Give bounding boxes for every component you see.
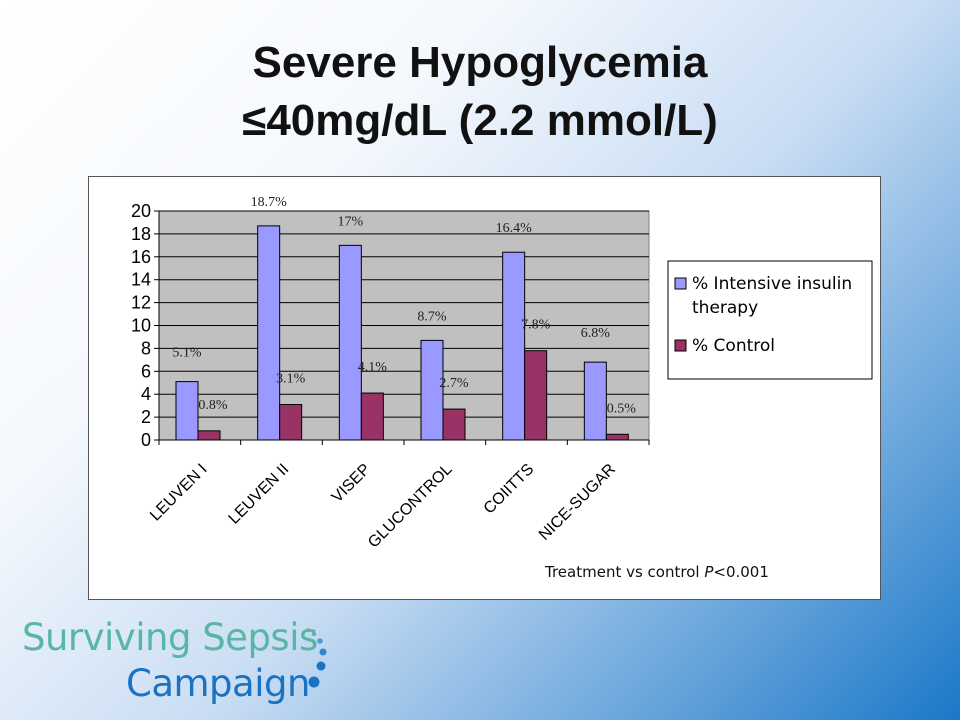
bar-control xyxy=(442,408,466,441)
footnote-p: P xyxy=(704,563,714,581)
category-label: COIITTS xyxy=(481,461,538,518)
category-label: VISEP xyxy=(329,461,374,506)
y-tick-label: 6 xyxy=(141,361,151,381)
bar-control xyxy=(605,433,629,441)
bar-intensive xyxy=(583,361,607,441)
legend-swatch-control xyxy=(674,339,687,352)
legend-label-intensive: % Intensive insulin therapy xyxy=(692,274,852,318)
slide-title: Severe Hypoglycemia ≤40mg/dL (2.2 mmol/L… xyxy=(0,34,960,150)
logo-dots-icon xyxy=(306,628,327,688)
data-label: 6.8% xyxy=(581,326,611,341)
chart-frame: 0 2 4 6 8 10 12 14 16 18 20 5.1% 0.8% LEUVEN I 18.7% 3.… xyxy=(88,176,881,600)
footnote-suffix: <0.001 xyxy=(713,563,769,581)
data-label: 5.1% xyxy=(172,346,202,361)
data-label: 18.7% xyxy=(251,195,288,210)
footnote-prefix: Treatment vs control xyxy=(545,563,705,581)
surviving-sepsis-logo: Surviving Sepsis Campaign xyxy=(22,616,352,716)
y-tick-label: 10 xyxy=(131,316,151,336)
y-tick-label: 16 xyxy=(131,247,151,267)
legend-label-control: % Control xyxy=(692,336,775,356)
data-label: 17% xyxy=(337,214,363,229)
slide-title-line2: ≤40mg/dL (2.2 mmol/L) xyxy=(242,96,718,145)
bar-control xyxy=(524,350,548,441)
data-label: 2.7% xyxy=(439,376,469,391)
data-label: 0.8% xyxy=(198,398,228,413)
y-tick-label: 14 xyxy=(131,270,151,290)
bar-control xyxy=(279,404,303,441)
data-label: 3.1% xyxy=(276,372,306,387)
legend xyxy=(667,260,873,380)
bar-intensive xyxy=(257,225,281,441)
y-tick-label: 4 xyxy=(141,384,151,404)
data-label: 4.1% xyxy=(358,360,388,375)
y-tick-label: 18 xyxy=(131,224,151,244)
data-label: 8.7% xyxy=(417,309,447,324)
logo-text-line2: Campaign xyxy=(126,662,310,705)
logo-text-line1: Surviving Sepsis xyxy=(22,616,318,659)
data-label: 7.8% xyxy=(521,318,551,333)
category-label: LEUVEN II xyxy=(226,461,293,528)
significance-note: Treatment vs control P<0.001 xyxy=(545,563,769,581)
bar-intensive xyxy=(420,339,444,441)
bar-intensive xyxy=(175,381,199,441)
data-label: 0.5% xyxy=(607,401,637,416)
y-tick-label: 0 xyxy=(141,430,151,450)
bar-chart: 0 2 4 6 810 12 14 16 18 20 5.1% 0.8% LEUVEN I 18.7% 3.… xyxy=(131,195,873,552)
y-tick-label: 12 xyxy=(131,293,151,313)
bar-control xyxy=(360,392,384,441)
y-tick-label: 2 xyxy=(141,407,151,427)
bar-intensive xyxy=(502,251,526,441)
bar-intensive xyxy=(338,244,362,441)
y-tick-label: 20 xyxy=(131,201,151,221)
slide-title-line1: Severe Hypoglycemia xyxy=(252,38,708,87)
bar-control xyxy=(197,430,221,441)
data-label: 16.4% xyxy=(496,221,532,236)
category-label: GLUCONTROL xyxy=(365,461,456,552)
category-label: NICE-SUGAR xyxy=(536,461,619,544)
legend-swatch-intensive xyxy=(674,277,687,290)
y-tick-label: 8 xyxy=(141,338,151,358)
category-label: LEUVEN I xyxy=(147,461,211,525)
